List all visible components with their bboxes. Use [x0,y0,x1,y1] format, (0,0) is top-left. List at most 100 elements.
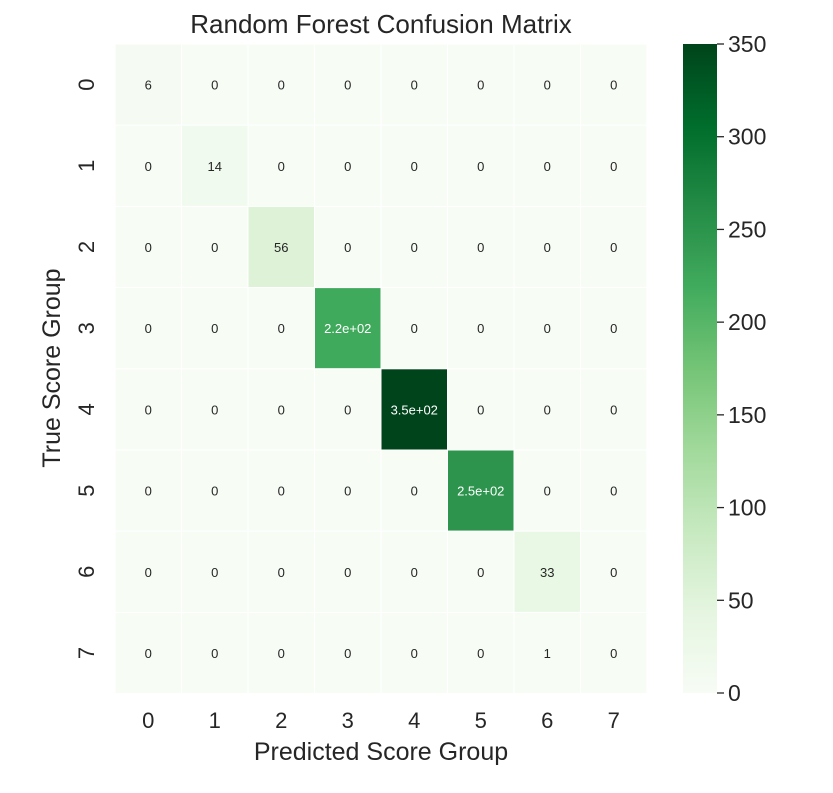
y-tick-label: 5 [74,484,99,496]
x-tick-label: 5 [475,708,487,733]
cell-value-label: 0 [411,78,418,93]
colorbar-tick-label: 350 [728,31,766,57]
cell-value-label: 6 [145,78,152,93]
x-tick-label: 1 [209,708,221,733]
heatmap-cell [580,368,648,451]
heatmap-cell [380,530,448,613]
heatmap-cell [114,530,182,613]
heatmap-cell [380,205,448,289]
cell-value-label: 0 [278,402,285,417]
cell-value-label: 0 [145,159,152,174]
cell-value-label: 0 [544,78,551,93]
y-tick-label: 3 [74,322,99,334]
heatmap-cell [513,449,581,532]
x-tick-label: 7 [608,708,620,733]
heatmap-cell [181,124,249,207]
x-tick-label: 3 [342,708,354,733]
colorbar-tick-label: 200 [728,309,766,335]
colorbar-tick-label: 250 [728,216,766,242]
cell-value-label: 0 [411,565,418,580]
cell-value-label: 0 [211,484,218,499]
heatmap-cell [114,611,182,695]
y-tick-label: 1 [74,160,99,172]
cell-value-label: 0 [278,565,285,580]
cell-value-label: 0 [411,321,418,336]
heatmap-cell [247,449,315,532]
heatmap-cell [314,611,382,695]
cell-value-label: 0 [544,159,551,174]
cell-value-label: 0 [145,484,152,499]
colorbar-tick-label: 150 [728,402,766,428]
heatmap-cell [181,205,249,289]
cell-value-label: 0 [544,240,551,255]
y-tick-label: 7 [74,647,99,659]
cell-value-label: 0 [344,646,351,661]
heatmap-cell [447,449,515,532]
heatmap-cell [447,43,515,126]
cell-value-label: 0 [211,565,218,580]
cell-value-label: 0 [344,484,351,499]
cell-value-label: 0 [278,159,285,174]
heatmap-cell [447,530,515,613]
cell-value-label: 0 [477,78,484,93]
cell-value-label: 0 [477,402,484,417]
cell-value-label: 2.2e+02 [324,321,371,336]
y-axis-ticks: 0 1 2 3 4 5 6 7 [74,78,99,659]
heatmap-cell [247,205,315,289]
heatmap-cell [513,205,581,289]
cell-value-label: 0 [211,78,218,93]
cell-value-label: 0 [411,484,418,499]
heatmap-cell [380,368,448,451]
heatmap-cell [314,368,382,451]
heatmap-cell [513,287,581,370]
cell-value-label: 0 [610,484,617,499]
cell-value-label: 0 [610,565,617,580]
cell-value-label: 0 [145,402,152,417]
cell-value-label: 0 [411,159,418,174]
cell-value-label: 0 [411,240,418,255]
heatmap-cell [513,368,581,451]
y-tick-label: 0 [74,78,99,90]
y-tick-label: 4 [74,403,99,415]
y-axis-label: True Score Group [38,268,66,467]
cell-value-label: 33 [540,565,554,580]
cell-value-label: 0 [610,78,617,93]
cell-value-label: 0 [145,321,152,336]
heatmap-cell [447,205,515,289]
cell-value-label: 1 [544,646,551,661]
heatmap-cell [181,611,249,695]
colorbar-ticks: 0 50 100 150 200 250 300 350 [717,31,766,706]
cell-value-label: 0 [610,402,617,417]
cell-value-label: 0 [278,646,285,661]
colorbar-tick-label: 0 [728,680,741,706]
heatmap-cell [247,287,315,370]
heatmap-cell [181,449,249,532]
x-tick-label: 4 [408,708,420,733]
cell-value-label: 0 [344,240,351,255]
cell-value-label: 0 [610,646,617,661]
cell-value-label: 0 [211,321,218,336]
cell-value-label: 0 [278,484,285,499]
x-tick-label: 2 [275,708,287,733]
cell-value-label: 0 [344,159,351,174]
y-tick-label: 6 [74,566,99,578]
heatmap-grid: 6 0 0 0 0 0 0 0 0 14 0 0 0 0 0 0 0 0 56 0 0 0 0 0 0 0 0 2.2e+02 0 0 0 0… [114,43,648,695]
heatmap-cell [114,287,182,370]
heatmap-cell [580,124,648,207]
cell-value-label: 0 [477,159,484,174]
heatmap-cell [247,43,315,126]
cell-value-label: 0 [344,565,351,580]
x-tick-label: 6 [541,708,553,733]
cell-value-label: 14 [208,159,222,174]
cell-value-label: 0 [344,78,351,93]
cell-value-label: 0 [145,646,152,661]
heatmap-cell [314,43,382,126]
heatmap-cell [580,43,648,126]
heatmap-cell [380,287,448,370]
cell-value-label: 0 [145,565,152,580]
heatmap-cell [247,530,315,613]
cell-value-label: 0 [344,402,351,417]
heatmap-cell [380,449,448,532]
y-tick-label: 2 [74,241,99,253]
